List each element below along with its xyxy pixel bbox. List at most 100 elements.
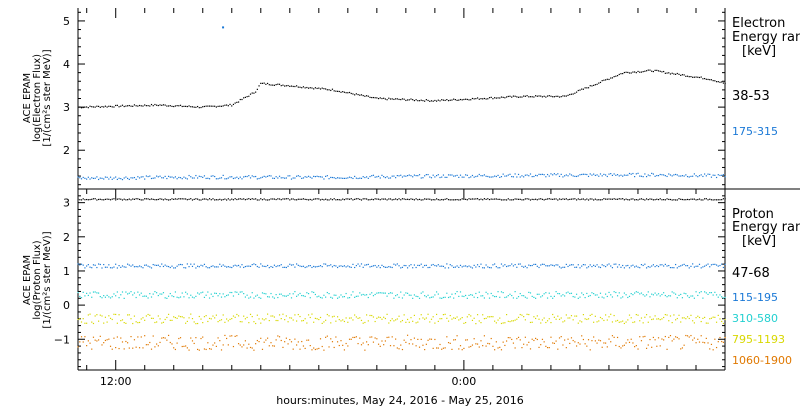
- data-point-proton: [490, 198, 492, 200]
- data-point-proton: [494, 320, 496, 322]
- data-point-proton: [429, 338, 431, 340]
- data-point-proton: [680, 321, 682, 323]
- data-point-proton: [161, 263, 163, 265]
- data-point-electron: [338, 90, 340, 93]
- data-point-proton: [140, 266, 142, 268]
- data-point-proton: [437, 320, 439, 322]
- data-point-proton: [683, 344, 685, 346]
- data-point-proton: [652, 294, 655, 296]
- data-point-proton: [185, 198, 187, 200]
- data-point-proton: [174, 267, 177, 269]
- data-point-electron: [224, 178, 226, 180]
- data-point-electron: [314, 87, 316, 89]
- data-point-proton: [642, 198, 644, 201]
- data-point-proton: [719, 336, 721, 339]
- data-point-electron: [494, 97, 496, 99]
- data-point-electron: [437, 99, 439, 101]
- data-point-proton: [664, 263, 666, 266]
- data-point-proton: [91, 348, 93, 350]
- data-point-electron: [535, 95, 537, 97]
- data-point-proton: [393, 198, 395, 201]
- data-point-proton: [596, 199, 598, 201]
- data-point-proton: [371, 336, 373, 338]
- data-point-electron: [722, 82, 724, 84]
- data-point-proton: [412, 198, 414, 200]
- data-point-proton: [572, 339, 574, 342]
- data-point-electron: [553, 173, 555, 175]
- data-point-proton: [634, 346, 636, 348]
- data-point-electron: [422, 177, 424, 179]
- data-point-proton: [413, 199, 416, 201]
- data-point-electron: [241, 98, 243, 101]
- data-point-electron: [533, 175, 535, 178]
- data-point-proton: [586, 267, 588, 269]
- data-point-proton: [415, 266, 417, 269]
- data-point-electron: [463, 176, 465, 178]
- data-point-electron: [533, 96, 535, 98]
- x-tick-label: 0:00: [452, 375, 477, 388]
- data-point-proton: [673, 314, 675, 316]
- data-point-electron: [458, 176, 460, 178]
- data-point-proton: [256, 199, 258, 201]
- data-point-proton: [424, 264, 426, 267]
- data-point-electron: [116, 178, 118, 181]
- data-point-proton: [519, 339, 521, 341]
- data-point-proton: [333, 198, 335, 200]
- data-point-proton: [285, 198, 287, 200]
- data-point-proton: [232, 265, 235, 267]
- data-point-proton: [700, 199, 702, 201]
- data-point-proton: [717, 265, 719, 267]
- data-point-proton: [299, 348, 301, 350]
- data-point-proton: [123, 266, 125, 268]
- data-point-electron: [125, 176, 127, 178]
- data-point-electron: [721, 174, 723, 176]
- data-point-electron: [654, 69, 656, 71]
- data-point-electron: [465, 174, 467, 176]
- data-point-proton: [92, 264, 95, 266]
- legend-proton-1060-1900: 1060-1900: [732, 354, 792, 367]
- data-point-proton: [437, 293, 439, 295]
- data-point-proton: [671, 199, 673, 201]
- data-point-proton: [647, 199, 649, 201]
- data-point-proton: [552, 264, 554, 266]
- proton-ylabel-line-2: log(Proton Flux): [32, 240, 43, 319]
- data-point-proton: [92, 291, 95, 293]
- data-point-electron: [226, 104, 228, 106]
- data-point-electron: [321, 87, 323, 89]
- data-point-proton: [383, 265, 385, 268]
- data-point-electron: [302, 177, 305, 179]
- data-point-proton: [331, 341, 334, 343]
- data-point-proton: [147, 344, 149, 346]
- data-point-proton: [277, 296, 279, 299]
- data-point-proton: [127, 263, 129, 265]
- data-point-proton: [335, 320, 337, 322]
- data-point-proton: [449, 342, 451, 344]
- data-point-proton: [345, 198, 347, 200]
- data-point-proton: [316, 198, 318, 200]
- data-point-proton: [364, 264, 366, 266]
- data-point-electron: [420, 177, 422, 179]
- data-point-proton: [702, 199, 704, 201]
- data-point-proton: [473, 198, 475, 200]
- data-point-proton: [369, 314, 371, 317]
- data-point-proton: [120, 266, 122, 268]
- data-point-proton: [109, 297, 112, 299]
- data-point-electron: [280, 85, 282, 87]
- data-point-proton: [432, 296, 434, 298]
- data-point-proton: [226, 199, 228, 201]
- data-point-proton: [222, 344, 224, 346]
- data-point-proton: [162, 337, 165, 339]
- data-point-electron: [560, 96, 562, 98]
- data-point-proton: [265, 199, 267, 201]
- data-point-proton: [94, 315, 96, 317]
- data-point-proton: [647, 321, 649, 323]
- data-point-electron: [581, 88, 583, 90]
- data-point-proton: [565, 314, 567, 316]
- data-point-proton: [369, 266, 371, 268]
- data-point-proton: [215, 199, 217, 201]
- data-point-electron: [476, 97, 479, 99]
- data-point-proton: [149, 266, 151, 268]
- data-point-proton: [113, 293, 115, 295]
- data-point-proton: [487, 266, 489, 268]
- data-point-electron: [210, 105, 212, 107]
